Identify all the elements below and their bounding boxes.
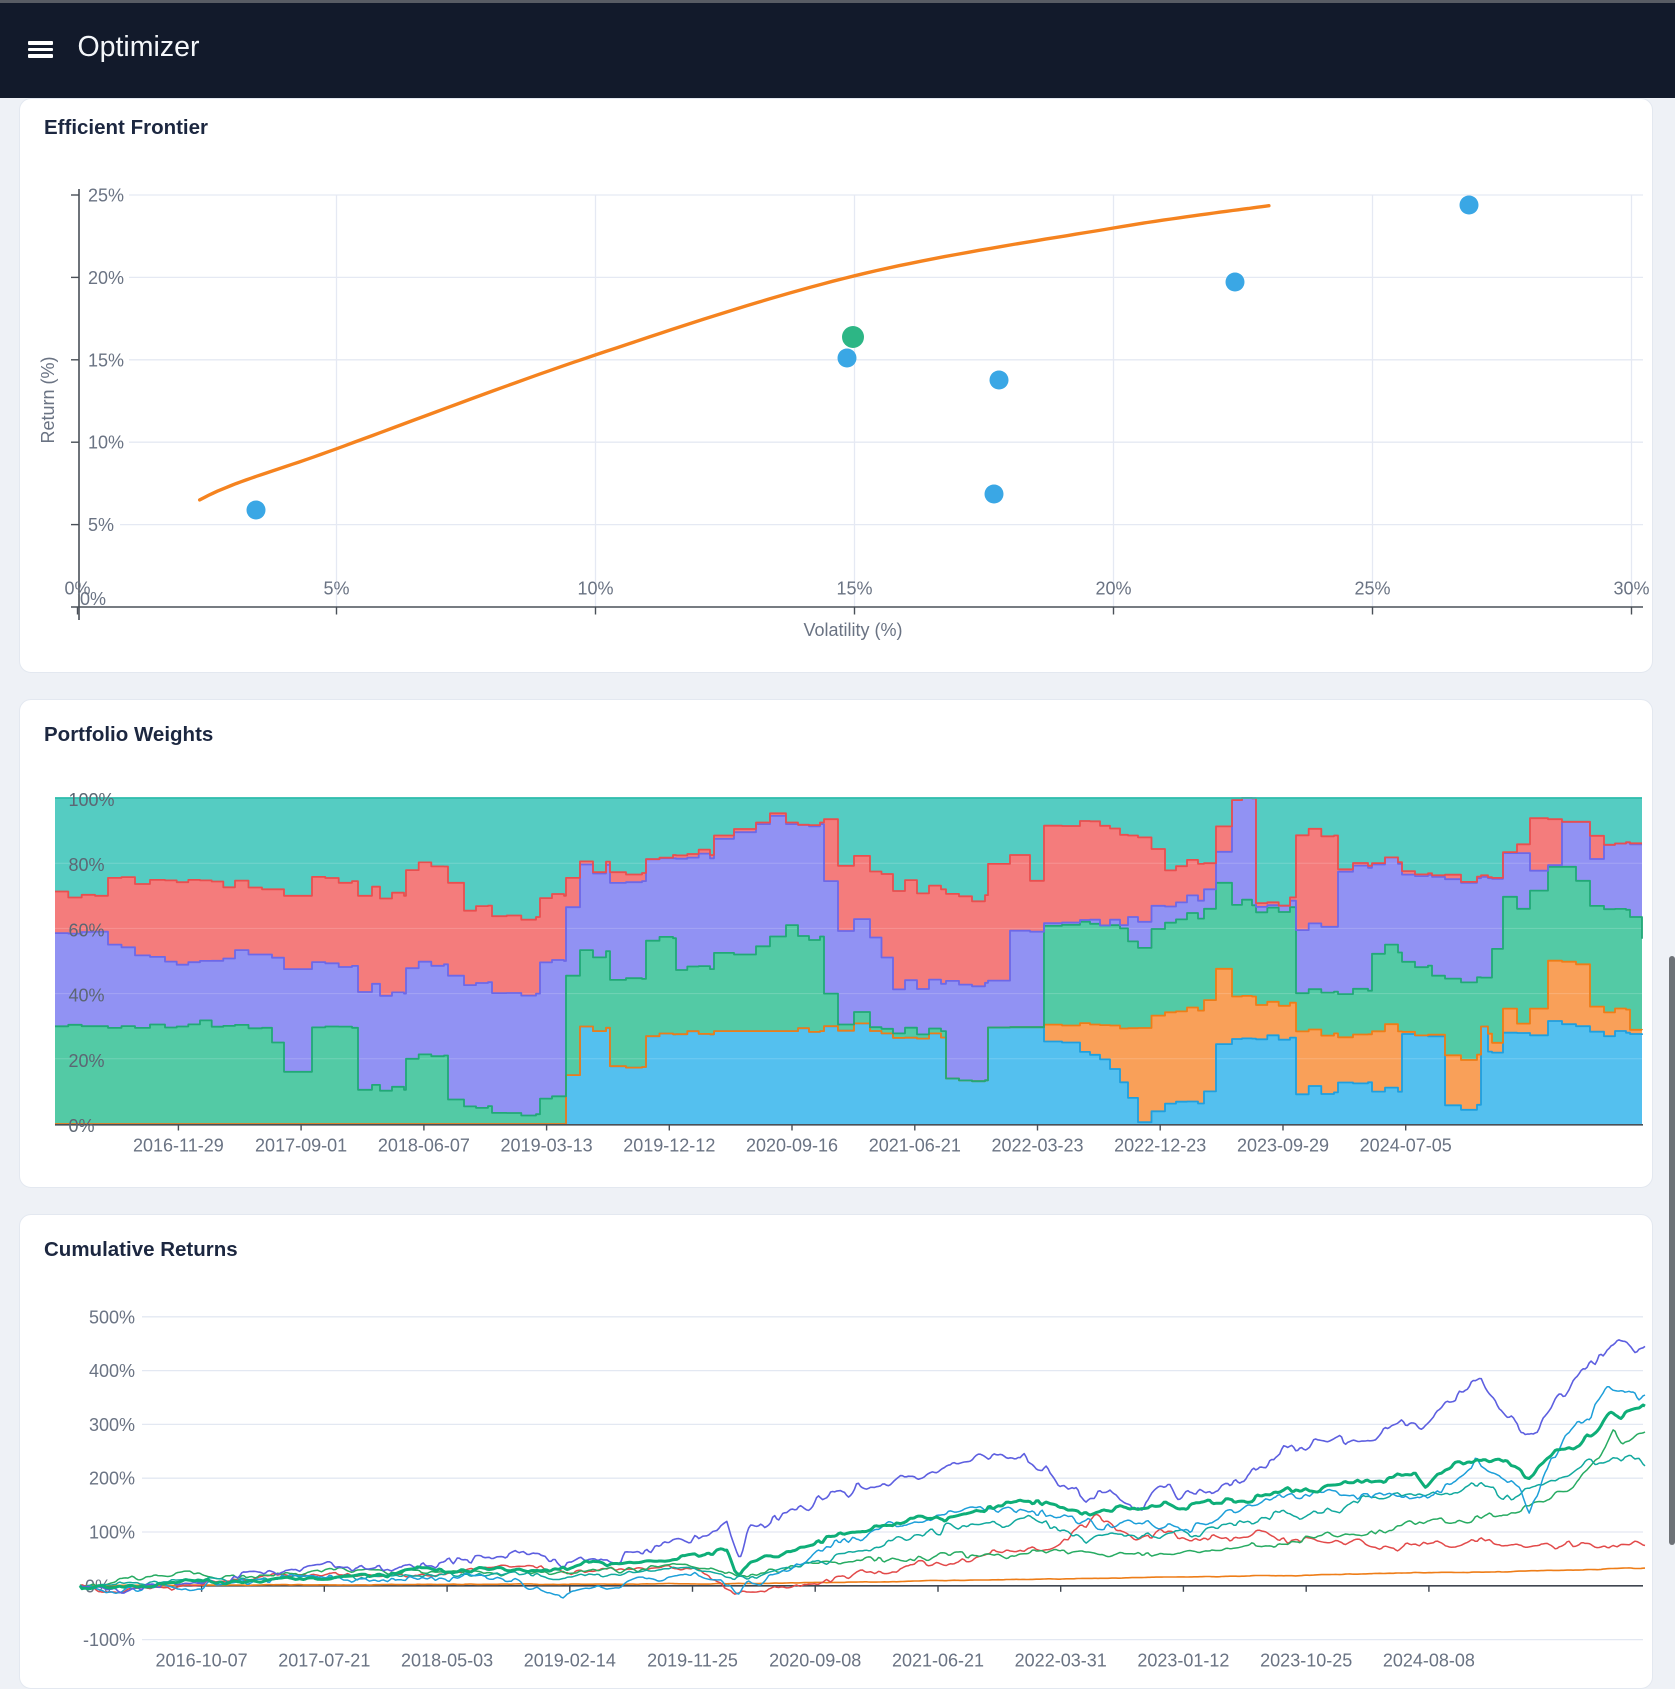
svg-text:2018-05-03: 2018-05-03: [401, 1651, 493, 1671]
svg-text:15%: 15%: [836, 579, 872, 599]
svg-text:100%: 100%: [69, 790, 115, 810]
svg-text:2017-09-01: 2017-09-01: [255, 1136, 347, 1156]
svg-text:2016-10-07: 2016-10-07: [156, 1651, 248, 1671]
svg-text:2019-12-12: 2019-12-12: [623, 1136, 715, 1156]
svg-text:2019-11-25: 2019-11-25: [647, 1651, 738, 1671]
svg-text:2021-06-21: 2021-06-21: [892, 1651, 984, 1671]
svg-text:10%: 10%: [88, 433, 124, 453]
svg-text:Return (%): Return (%): [38, 356, 58, 443]
svg-text:2016-11-29: 2016-11-29: [133, 1136, 224, 1156]
svg-text:40%: 40%: [69, 986, 105, 1006]
svg-text:2020-09-08: 2020-09-08: [769, 1651, 861, 1671]
svg-text:2023-01-12: 2023-01-12: [1137, 1651, 1229, 1671]
svg-text:2022-03-23: 2022-03-23: [991, 1136, 1083, 1156]
svg-text:60%: 60%: [69, 920, 105, 940]
svg-text:2022-12-23: 2022-12-23: [1114, 1136, 1206, 1156]
svg-text:2017-07-21: 2017-07-21: [278, 1651, 370, 1671]
svg-text:100%: 100%: [89, 1523, 135, 1543]
svg-text:20%: 20%: [1095, 579, 1131, 599]
svg-text:15%: 15%: [88, 350, 124, 370]
svg-text:500%: 500%: [89, 1307, 135, 1327]
svg-text:0%: 0%: [69, 1116, 95, 1136]
svg-text:2024-07-05: 2024-07-05: [1360, 1136, 1452, 1156]
svg-text:5%: 5%: [88, 515, 114, 535]
svg-text:-100%: -100%: [83, 1630, 135, 1650]
svg-text:2018-06-07: 2018-06-07: [378, 1136, 470, 1156]
svg-text:0%: 0%: [80, 589, 106, 609]
svg-text:20%: 20%: [88, 268, 124, 288]
svg-text:25%: 25%: [1354, 579, 1390, 599]
svg-text:Volatility (%): Volatility (%): [803, 620, 902, 640]
svg-text:10%: 10%: [577, 579, 613, 599]
svg-text:30%: 30%: [1613, 579, 1649, 599]
svg-text:2022-03-31: 2022-03-31: [1015, 1651, 1107, 1671]
svg-text:2019-02-14: 2019-02-14: [524, 1651, 616, 1671]
svg-text:300%: 300%: [89, 1415, 135, 1435]
svg-text:2020-09-16: 2020-09-16: [746, 1136, 838, 1156]
svg-text:400%: 400%: [89, 1361, 135, 1381]
svg-text:80%: 80%: [69, 855, 105, 875]
svg-text:0%: 0%: [64, 579, 90, 599]
svg-text:2023-09-29: 2023-09-29: [1237, 1136, 1329, 1156]
svg-text:200%: 200%: [89, 1469, 135, 1489]
svg-text:2024-08-08: 2024-08-08: [1383, 1651, 1475, 1671]
svg-text:2019-03-13: 2019-03-13: [501, 1136, 593, 1156]
svg-text:20%: 20%: [69, 1051, 105, 1071]
svg-text:2023-10-25: 2023-10-25: [1260, 1651, 1352, 1671]
svg-text:25%: 25%: [88, 186, 124, 206]
svg-text:5%: 5%: [323, 579, 349, 599]
svg-text:2021-06-21: 2021-06-21: [869, 1136, 961, 1156]
